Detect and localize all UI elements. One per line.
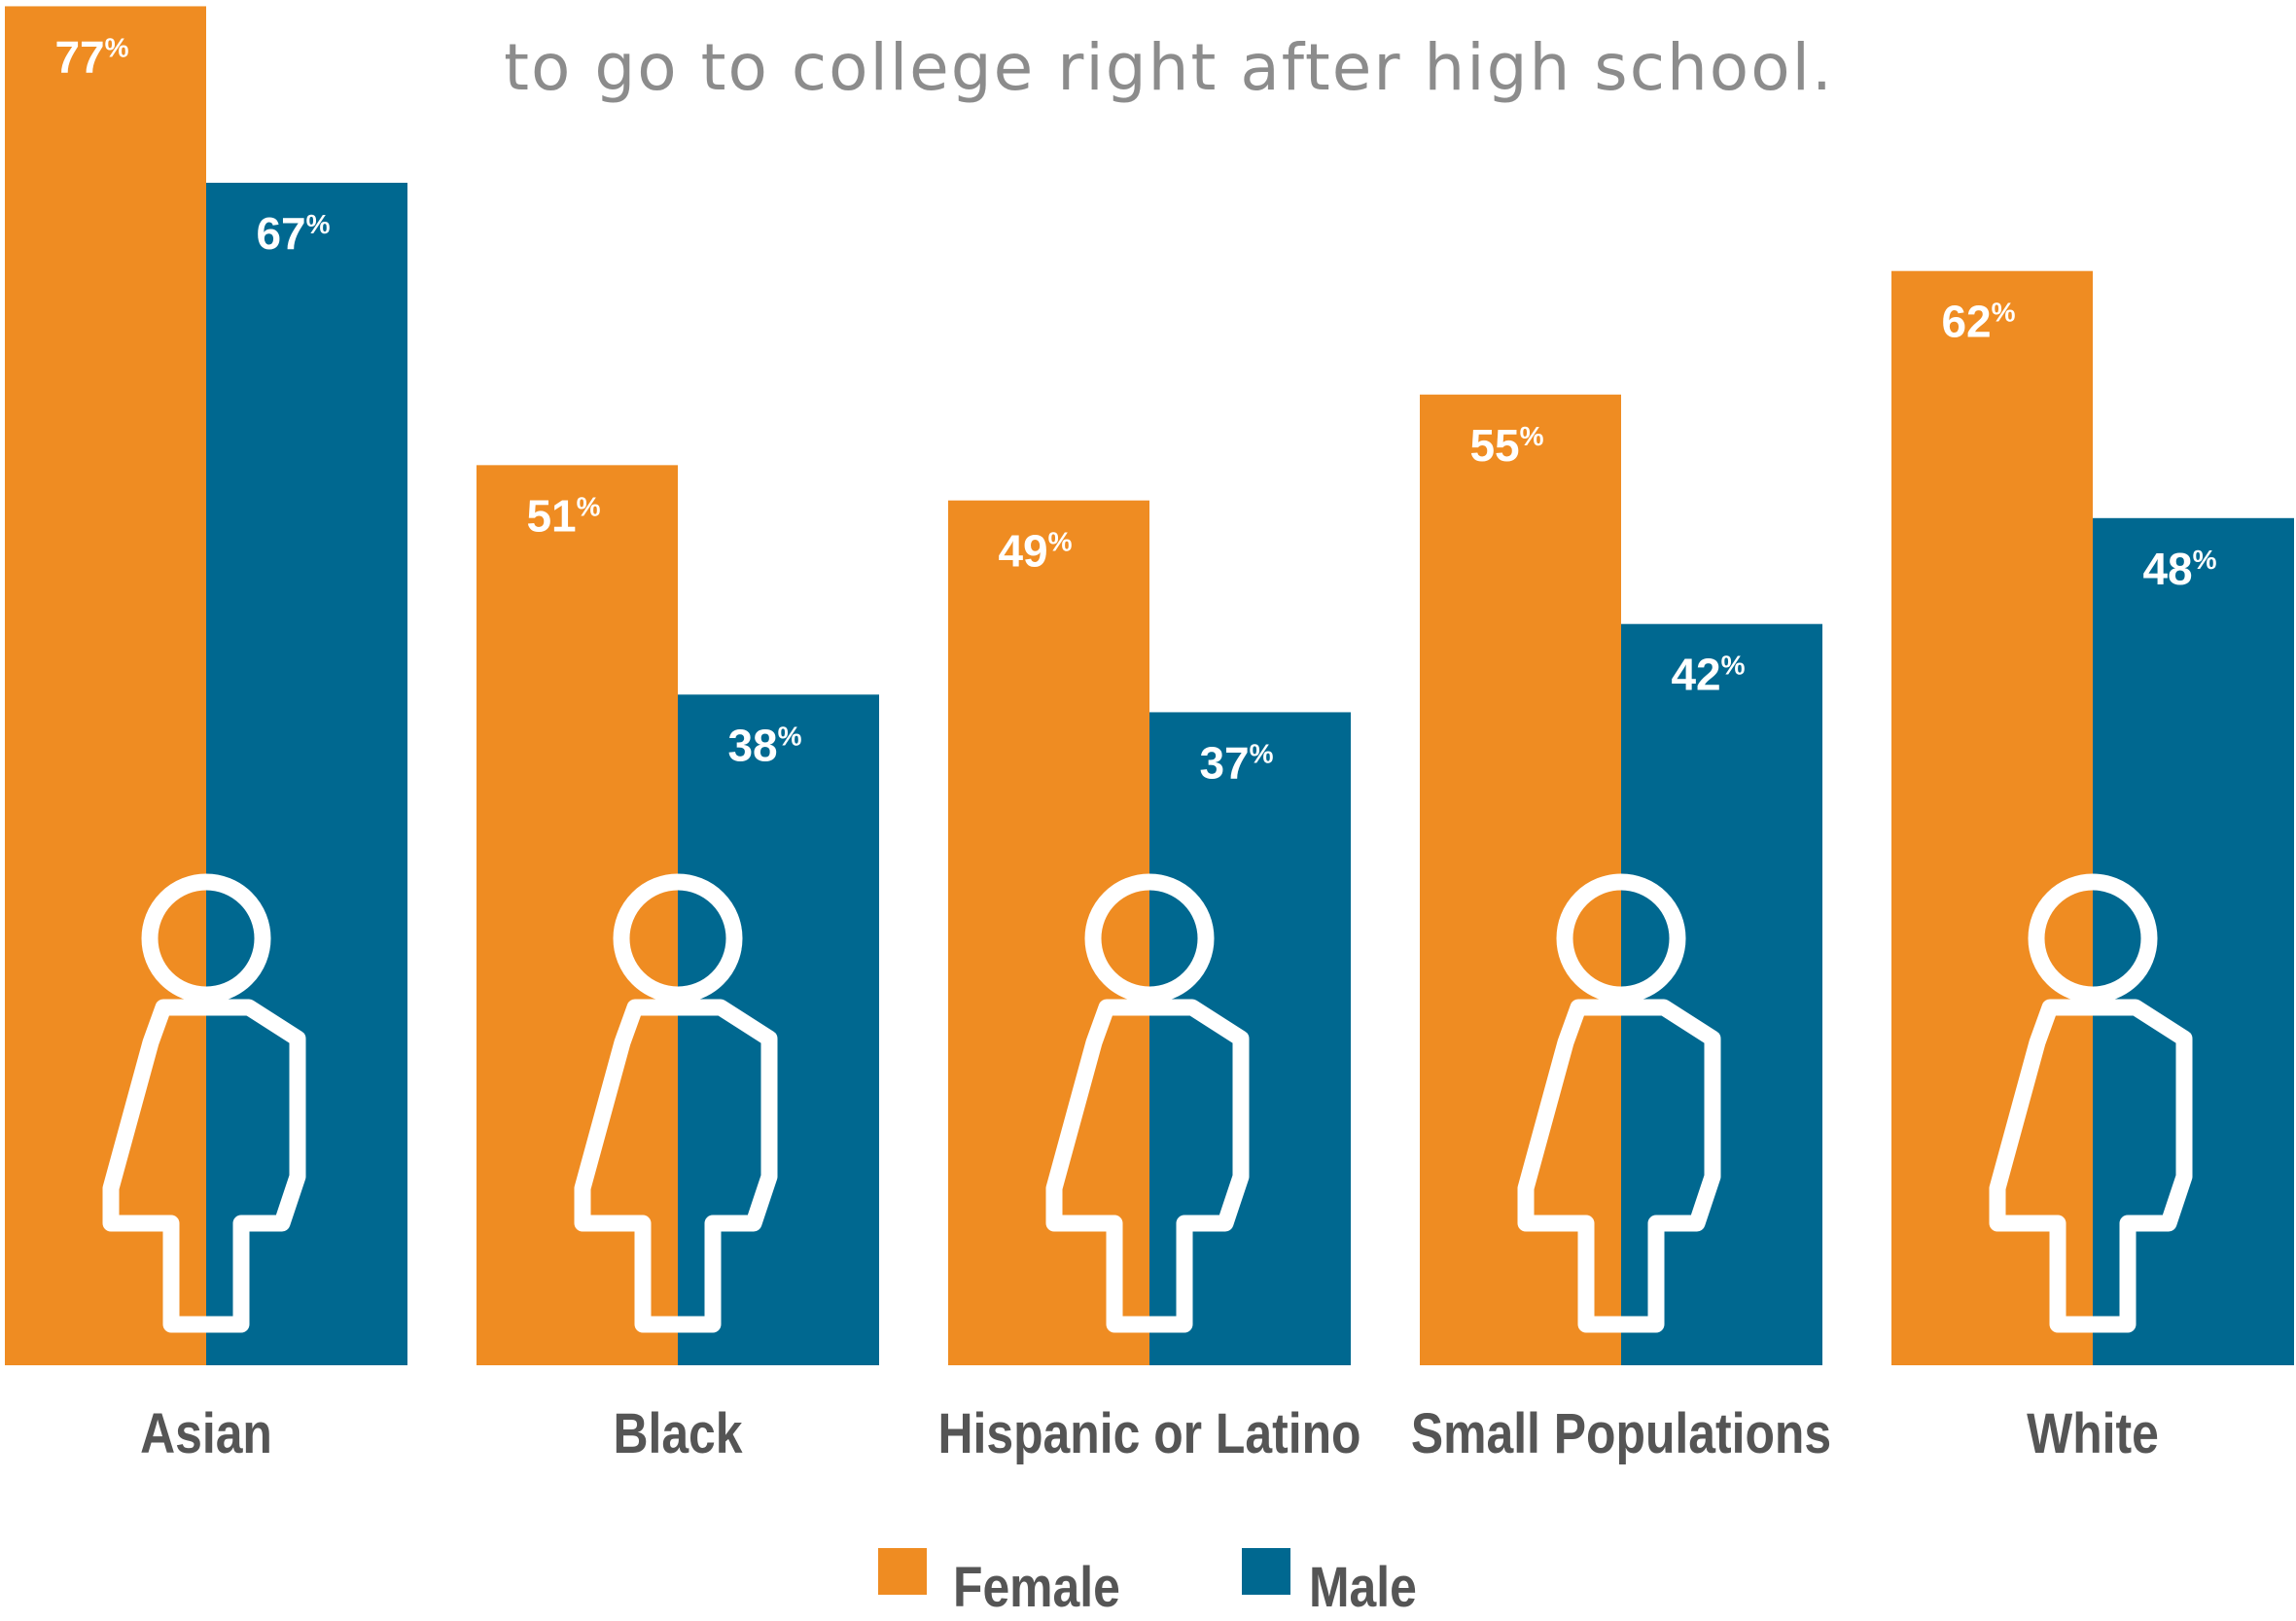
data-label-asian-female: 77% (54, 31, 128, 82)
legend: Female Male (878, 1548, 1417, 1619)
person-icon-body (102, 999, 306, 1333)
category-label-hispanic-or-latino: Hispanic or Latino (938, 1403, 1361, 1465)
legend-swatch-male (1242, 1548, 1290, 1595)
person-icon (102, 873, 306, 1333)
data-label-white-male: 48% (2142, 544, 2216, 594)
data-label-black-male: 38% (727, 720, 801, 770)
category-label-black: Black (613, 1403, 743, 1465)
category-label-white: White (2027, 1403, 2159, 1465)
person-icon-body (1045, 999, 1250, 1333)
data-label-hispanic-or-latino-female: 49% (998, 526, 1072, 577)
category-label-small-populations: Small Populations (1411, 1403, 1831, 1465)
person-icon (1045, 873, 1250, 1333)
bars-layer: 77% 67% Asian 51% 38% Black 49% 37% Hispanic or … (5, 6, 2294, 1465)
chart-subtitle: to go to college right after high school… (504, 30, 1834, 105)
person-icon (574, 873, 778, 1333)
data-label-hispanic-or-latino-male: 37% (1199, 737, 1273, 788)
person-icon-body (574, 999, 778, 1333)
person-icon-head (1556, 873, 1686, 1004)
legend-label-female: Female (953, 1557, 1120, 1616)
legend-label-male: Male (1309, 1557, 1417, 1616)
bar-asian-female (5, 6, 206, 1366)
person-icon-head (613, 873, 743, 1004)
person-icon-body (1989, 999, 2193, 1333)
person-icon-head (1084, 873, 1215, 1004)
person-icon-body (1517, 999, 1721, 1333)
data-label-white-female: 62% (1941, 297, 2015, 347)
person-icon (1989, 873, 2193, 1333)
person-icon-head (2028, 873, 2158, 1004)
data-label-small-populations-male: 42% (1671, 650, 1745, 700)
person-icon (1517, 873, 1721, 1333)
data-label-asian-male: 67% (256, 208, 330, 259)
legend-swatch-female (878, 1548, 927, 1595)
category-label-asian: Asian (140, 1403, 272, 1465)
bar-asian-male (206, 182, 407, 1366)
data-label-black-female: 51% (526, 490, 600, 541)
person-icon-head (141, 873, 271, 1004)
data-label-small-populations-female: 55% (1469, 420, 1543, 471)
